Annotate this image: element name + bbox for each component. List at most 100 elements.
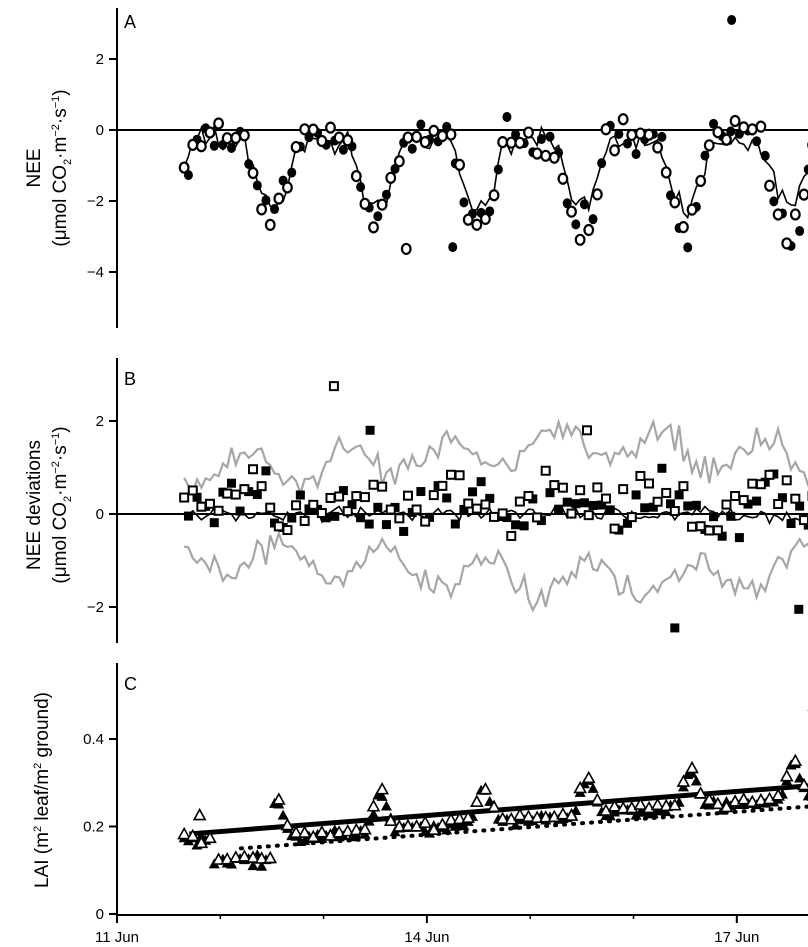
data-point <box>798 188 808 201</box>
data-point <box>183 511 193 521</box>
data-point <box>332 825 346 838</box>
data-point <box>571 499 581 509</box>
data-point <box>795 501 805 511</box>
data-point <box>685 760 699 774</box>
data-point <box>226 142 236 153</box>
data-point <box>209 140 219 151</box>
data-point <box>342 506 353 517</box>
data-point <box>667 798 682 811</box>
data-point-highlight <box>727 14 737 25</box>
data-point <box>709 512 719 522</box>
data-point <box>752 496 762 506</box>
data-point <box>514 496 525 507</box>
data-point <box>399 526 409 536</box>
data-point <box>511 129 521 140</box>
data-point <box>437 480 448 491</box>
data-point <box>290 140 302 154</box>
data-point <box>385 171 397 184</box>
data-point <box>579 199 589 210</box>
data-point <box>652 141 664 154</box>
data-point <box>712 126 724 139</box>
data-point <box>587 782 599 793</box>
data-point <box>461 810 476 823</box>
data-point <box>562 497 572 507</box>
panel-b-ylabel-line1: NEE deviations <box>24 440 45 570</box>
data-point <box>631 490 641 500</box>
data-point <box>781 475 792 486</box>
data-point <box>192 492 202 502</box>
data-point <box>213 117 224 130</box>
data-point <box>407 143 417 154</box>
data-point <box>634 127 646 140</box>
data-point <box>454 158 466 171</box>
data-point <box>228 850 243 863</box>
data-point <box>230 131 242 145</box>
data-point <box>779 769 794 782</box>
data-point <box>704 525 715 536</box>
data-point <box>738 121 750 134</box>
data-point <box>282 181 293 194</box>
data-point <box>795 226 805 237</box>
data-point <box>418 815 433 828</box>
data-point-highlight <box>328 381 339 392</box>
data-point <box>179 492 190 503</box>
data-point <box>291 500 302 511</box>
data-point <box>511 520 521 530</box>
y-tick-label: 0.4 <box>83 731 104 748</box>
data-point <box>444 812 458 825</box>
data-point <box>721 499 732 510</box>
data-point <box>493 164 503 175</box>
trend-solid-trend <box>189 783 808 837</box>
data-point <box>583 223 595 237</box>
data-point <box>674 490 684 500</box>
data-point-highlight <box>670 623 680 633</box>
data-point <box>247 166 259 180</box>
data-point <box>299 123 311 136</box>
data-point <box>691 500 701 510</box>
y-tick-label: 2 <box>96 413 104 430</box>
data-point <box>359 492 370 503</box>
data-point <box>204 498 215 509</box>
data-point <box>350 170 362 183</box>
data-point <box>746 123 758 136</box>
data-point <box>489 511 500 522</box>
data-point <box>187 138 199 151</box>
data-point <box>265 502 276 513</box>
data-point <box>385 504 396 515</box>
data-point <box>195 830 207 841</box>
y-tick-label: 0 <box>96 506 104 523</box>
data-point <box>287 167 297 178</box>
data-point <box>356 513 366 523</box>
data-point <box>420 516 431 527</box>
data-point <box>411 130 422 143</box>
data-point <box>373 211 383 222</box>
data-point <box>650 797 665 811</box>
data-point <box>459 197 469 208</box>
data-point-highlight <box>365 425 375 435</box>
data-point-highlight <box>192 807 207 821</box>
data-point <box>721 133 732 146</box>
data-point <box>376 790 388 801</box>
data-point <box>239 129 250 142</box>
data-point <box>230 489 241 500</box>
data-point <box>351 491 362 502</box>
data-point <box>514 136 526 149</box>
data-point <box>659 798 674 812</box>
data-point <box>540 465 551 476</box>
data-point <box>752 136 762 147</box>
data-point <box>616 801 631 814</box>
data-point <box>401 818 415 832</box>
data-point <box>557 482 568 493</box>
data-point <box>590 792 605 806</box>
data-point <box>764 179 775 192</box>
data-point <box>222 488 233 499</box>
data-point <box>177 826 191 840</box>
data-point <box>411 504 422 515</box>
data-point <box>631 149 641 160</box>
data-point <box>235 506 245 516</box>
data-point <box>666 499 676 509</box>
data-point <box>368 479 379 490</box>
data-point <box>325 121 336 134</box>
data-point <box>252 180 262 191</box>
